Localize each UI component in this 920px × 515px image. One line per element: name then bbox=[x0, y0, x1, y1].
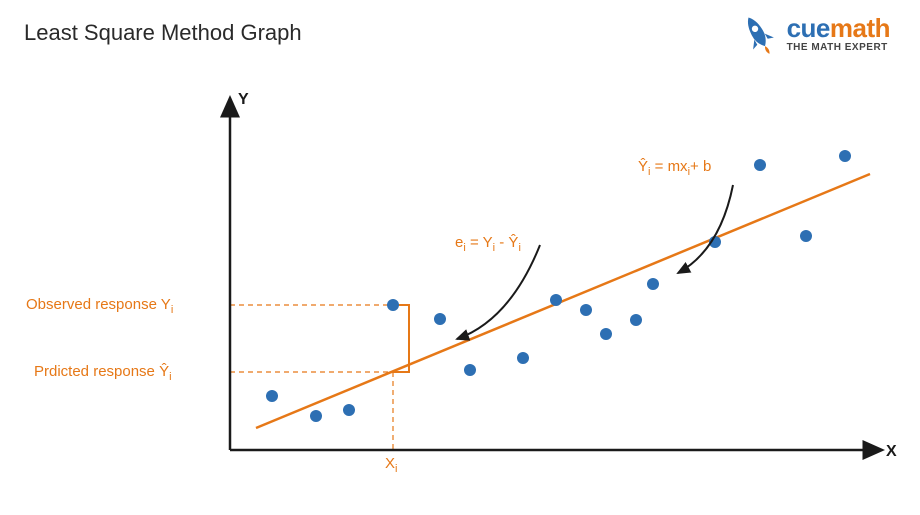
svg-text:X: X bbox=[886, 443, 897, 460]
least-squares-chart: XY bbox=[0, 0, 920, 515]
line-formula: Ŷi = mxi+ b bbox=[638, 158, 711, 178]
observed-label: Observed response Yi bbox=[26, 296, 173, 316]
predicted-label: Prdicted response Ŷi bbox=[34, 363, 172, 383]
xi-label: Xi bbox=[385, 455, 397, 475]
residual-formula: ei = Yi - Ŷi bbox=[455, 234, 521, 254]
svg-text:Y: Y bbox=[238, 91, 249, 108]
